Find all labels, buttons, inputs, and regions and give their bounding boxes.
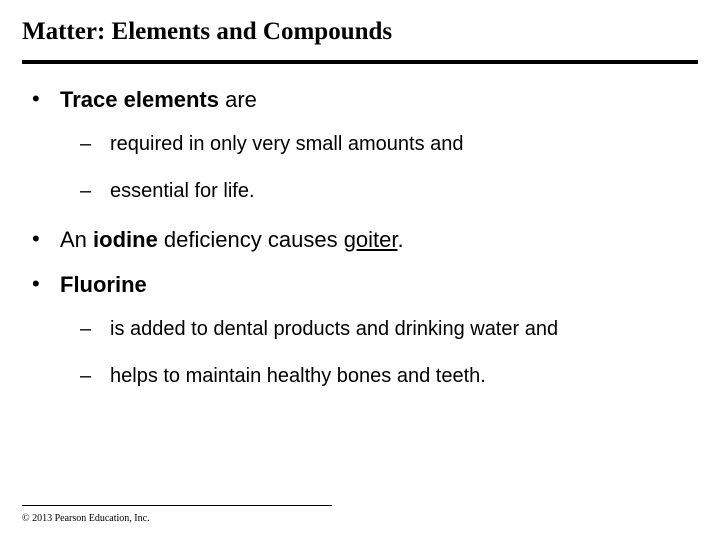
sub-list: –is added to dental products and drinkin… xyxy=(32,317,698,389)
sub-text: is added to dental products and drinking… xyxy=(110,317,558,342)
dash-mark: – xyxy=(80,132,110,157)
slide-content: •Trace elements are–required in only ver… xyxy=(22,86,698,389)
sub-item: –required in only very small amounts and xyxy=(80,132,698,157)
sub-item: –is added to dental products and drinkin… xyxy=(80,317,698,342)
sub-item: –helps to maintain healthy bones and tee… xyxy=(80,364,698,389)
dash-mark: – xyxy=(80,317,110,342)
bullet-item: •Trace elements are xyxy=(32,86,698,114)
bullet-text: An iodine deficiency causes goiter. xyxy=(60,226,404,254)
bullet-mark: • xyxy=(32,86,60,112)
sub-list: –required in only very small amounts and… xyxy=(32,132,698,204)
dash-mark: – xyxy=(80,179,110,204)
sub-item: –essential for life. xyxy=(80,179,698,204)
bullet-text: Fluorine xyxy=(60,271,147,299)
sub-text: required in only very small amounts and xyxy=(110,132,464,157)
bullet-text: Trace elements are xyxy=(60,86,257,114)
bullet-item: •Fluorine xyxy=(32,271,698,299)
dash-mark: – xyxy=(80,364,110,389)
bullet-mark: • xyxy=(32,271,60,297)
copyright-text: © 2013 Pearson Education, Inc. xyxy=(22,513,150,524)
bullet-item: •An iodine deficiency causes goiter. xyxy=(32,226,698,254)
title-rule xyxy=(22,60,698,64)
sub-text: helps to maintain healthy bones and teet… xyxy=(110,364,486,389)
slide-title: Matter: Elements and Compounds xyxy=(22,18,698,46)
footer-rule xyxy=(22,505,332,506)
bullet-mark: • xyxy=(32,226,60,252)
sub-text: essential for life. xyxy=(110,179,255,204)
